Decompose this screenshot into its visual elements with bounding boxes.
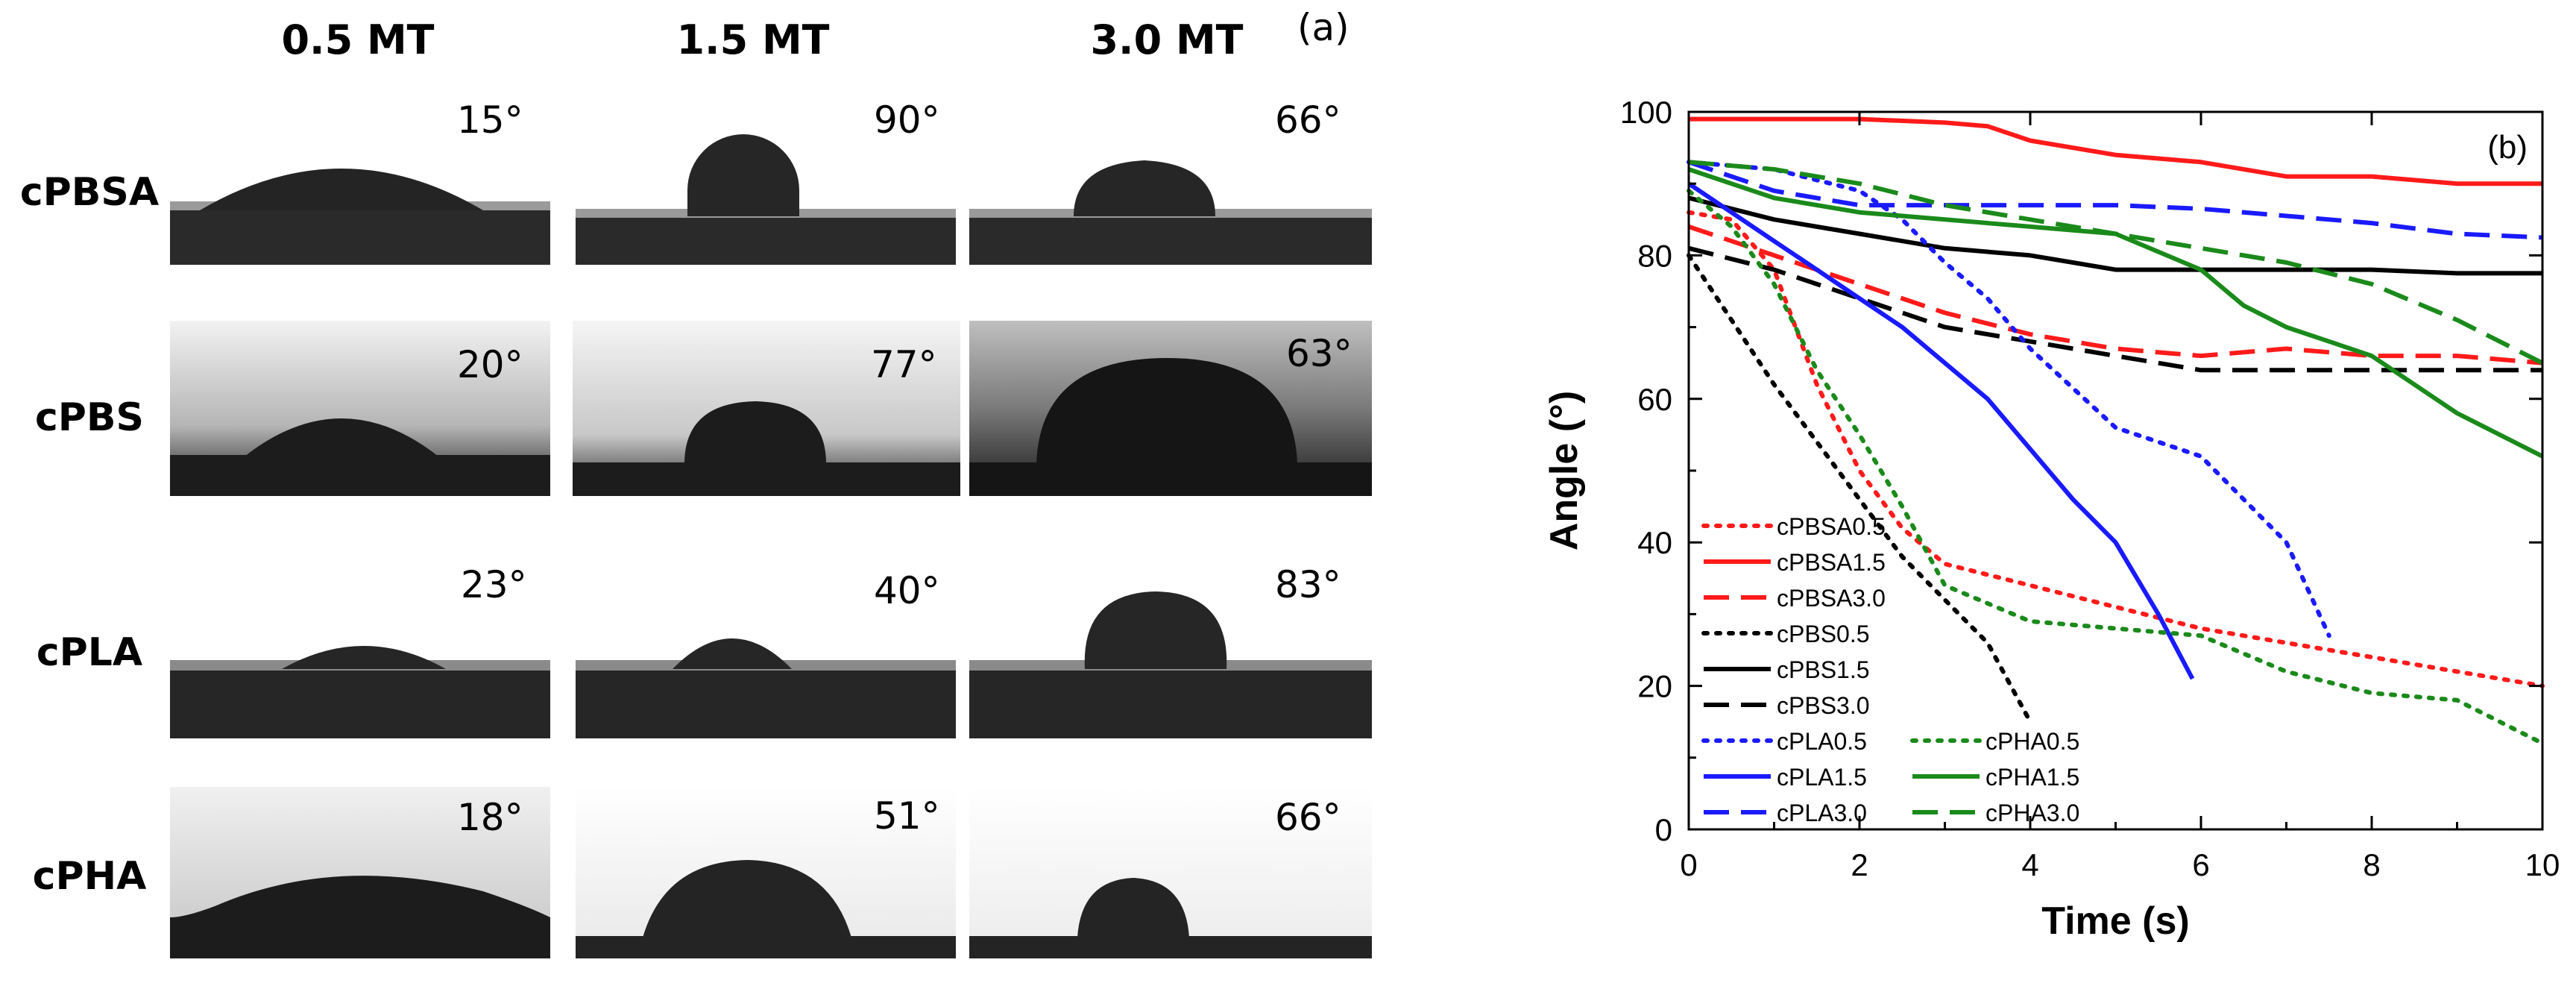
droplet-image-cpla-1.5: 40° [576, 556, 956, 738]
y-tick-label-40: 40 [1637, 525, 1672, 560]
y-tick-label-100: 100 [1620, 95, 1672, 130]
x-axis-label: Time (s) [2041, 899, 2189, 943]
angle-label-cpbs-3.0: 63° [1286, 332, 1352, 375]
y-tick-label-80: 80 [1637, 238, 1672, 273]
legend-label-cPBSA0.5: cPBSA0.5 [1777, 513, 1886, 540]
series-line-cPBSA1.5 [1689, 116, 2542, 186]
x-tick-label-2: 2 [1851, 847, 1868, 882]
droplet-image-cpha-3.0: 66° [969, 787, 1372, 958]
y-tick-label-0: 0 [1655, 812, 1672, 847]
droplet-image-cpla-0.5: 23° [170, 556, 550, 738]
y-tick-label-20: 20 [1637, 669, 1672, 704]
series-line-cPBSA3.0 [1688, 225, 2543, 365]
droplet-image-cpbsa-0.5: 15° [170, 67, 550, 265]
angle-label-cpha-1.5: 51° [874, 794, 940, 838]
droplet-image-cpbsa-3.0: 66° [969, 67, 1372, 265]
x-tick-label-0: 0 [1680, 847, 1697, 882]
series-line-cPHA1.5 [1688, 167, 2544, 459]
legend-label-cPBS1.5: cPBS1.5 [1777, 656, 1870, 683]
legend-label-cPBSA1.5: cPBSA1.5 [1777, 549, 1886, 576]
column-header-3.0mt: 3.0 MT [1090, 16, 1244, 63]
angle-label-cpla-1.5: 40° [874, 569, 940, 612]
plot-frame [1687, 110, 2544, 831]
legend-label-cPBS3.0: cPBS3.0 [1777, 692, 1870, 719]
droplet-image-cpbsa-1.5: 90° [576, 67, 956, 265]
series-line-cPBS1.5 [1688, 195, 2542, 276]
series-line-cPHA0.5 [1687, 188, 2545, 746]
angle-label-cpbs-0.5: 20° [457, 343, 523, 386]
series-line-cPBS0.5 [1687, 253, 2032, 724]
angle-label-cpbs-1.5: 77° [871, 343, 937, 386]
column-header-0.5mt: 0.5 MT [281, 16, 435, 63]
y-axis-label: Angle (°) [1543, 391, 1586, 550]
droplet-image-cpha-1.5: 51° [576, 787, 956, 958]
panel-a-label: (a) [1297, 6, 1350, 49]
panel-b-label: (b) [2487, 129, 2528, 166]
series-line-cPBS3.0 [1688, 245, 2542, 373]
row-label-cpbs: cPBS [34, 395, 145, 440]
series-line-cPLA1.5 [1687, 181, 2195, 680]
row-label-cpbsa: cPBSA [19, 170, 160, 215]
droplet-image-cpbs-3.0: 63° [969, 321, 1372, 496]
x-tick-label-10: 10 [2525, 847, 2560, 882]
row-label-cpha: cPHA [32, 854, 147, 899]
legend-label-cPLA1.5: cPLA1.5 [1777, 764, 1867, 791]
row-label-cpla: cPLA [36, 630, 143, 675]
droplet-image-cpha-0.5: 18° [170, 787, 550, 958]
legend-label-cPLA3.0: cPLA3.0 [1777, 800, 1867, 826]
droplet-image-cpbs-0.5: 20° [170, 321, 550, 496]
angle-label-cpla-0.5: 23° [461, 563, 527, 606]
series-line-cPBSA0.5 [1687, 210, 2545, 688]
angle-label-cpbsa-1.5: 90° [874, 98, 940, 142]
legend-label-cPHA1.5: cPHA1.5 [1985, 764, 2079, 791]
legend-label-cPBS0.5: cPBS0.5 [1777, 621, 1870, 647]
legend-label-cPBSA3.0: cPBSA3.0 [1777, 585, 1886, 612]
series-line-cPLA0.5 [1687, 160, 2331, 638]
angle-label-cpbsa-3.0: 66° [1275, 98, 1341, 142]
angle-label-cpha-0.5: 18° [457, 796, 523, 839]
angle-label-cpha-3.0: 66° [1275, 796, 1341, 839]
x-tick-label-4: 4 [2021, 847, 2038, 882]
droplet-image-cpla-3.0: 83° [969, 556, 1372, 738]
angle-label-cpla-3.0: 83° [1275, 563, 1341, 606]
contact-angle-image-panel: (a) 0.5 MT 1.5 MT 3.0 MT cPBSA cPBS cPLA… [19, 6, 1372, 958]
legend-label-cPLA0.5: cPLA0.5 [1777, 728, 1867, 755]
y-tick-label-60: 60 [1637, 382, 1672, 417]
x-tick-label-6: 6 [2192, 847, 2209, 882]
droplet-image-cpbs-1.5: 77° [573, 321, 960, 496]
series-line-cPHA3.0 [1688, 160, 2544, 365]
legend-label-cPHA0.5: cPHA0.5 [1985, 728, 2079, 755]
angle-label-cpbsa-0.5: 15° [457, 98, 523, 142]
series-line-cPLA3.0 [1688, 160, 2543, 240]
column-header-1.5mt: 1.5 MT [676, 16, 830, 63]
legend-label-cPHA3.0: cPHA3.0 [1985, 800, 2079, 826]
x-tick-label-8: 8 [2363, 847, 2380, 882]
angle-vs-time-chart: 0 2 4 6 8 10 0 20 40 60 80 100 Time (s) Angle (°) (b) c… [1521, 60, 2576, 985]
